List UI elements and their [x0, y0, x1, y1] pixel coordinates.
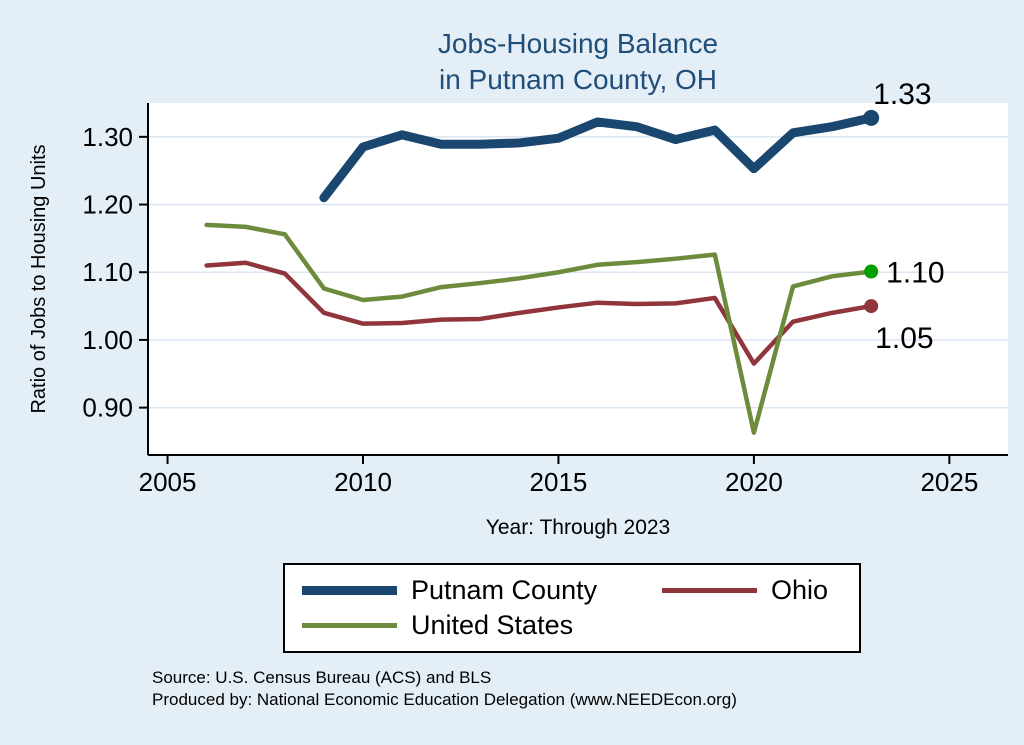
legend-label: United States — [411, 610, 574, 640]
end-label-putnam-county: 1.33 — [873, 78, 931, 111]
legend-item-ohio: Ohio — [662, 573, 859, 608]
series-line-ohio — [204, 260, 874, 366]
x-tick-label: 2010 — [334, 467, 392, 497]
chart-title: Jobs-Housing Balance in Putnam County, O… — [148, 26, 1008, 98]
x-tick-label: 2005 — [139, 467, 197, 497]
y-tick-label: 1.10 — [82, 257, 133, 287]
series-line-putnam-county — [319, 113, 876, 203]
y-tick-label: 1.00 — [82, 325, 133, 355]
end-label-ohio: 1.05 — [875, 322, 933, 355]
legend-swatch-putnam-county — [302, 586, 397, 595]
plot-area — [148, 103, 1008, 455]
series-line-united-states — [204, 222, 874, 435]
legend-item-putnam-county: Putnam County — [302, 573, 662, 608]
end-dot-putnam-county — [863, 109, 880, 126]
source-text: Source: U.S. Census Bureau (ACS) and BLS — [152, 668, 492, 687]
x-tick-label: 2015 — [530, 467, 588, 497]
x-tick-label: 2025 — [920, 467, 978, 497]
end-dot-ohio — [864, 299, 879, 314]
legend-swatch-ohio — [662, 588, 757, 593]
end-label-united-states: 1.10 — [886, 257, 944, 290]
chart-title-line1: Jobs-Housing Balance — [437, 28, 719, 59]
x-tick-label: 2020 — [725, 467, 783, 497]
y-tick-label: 1.20 — [82, 190, 133, 220]
chart-title-line2: in Putnam County, OH — [438, 64, 718, 95]
produced-text: Produced by: National Economic Education… — [152, 690, 737, 709]
y-tick-label: 0.90 — [82, 393, 133, 423]
footer: Source: U.S. Census Bureau (ACS) and BLS… — [152, 667, 737, 711]
y-axis-label: Ratio of Jobs to Housing Units — [28, 144, 50, 414]
legend-swatch-united-states — [302, 623, 397, 628]
legend-label: Ohio — [771, 575, 829, 605]
legend: Putnam County Ohio United States — [283, 563, 861, 653]
legend-label: Putnam County — [411, 575, 598, 605]
y-tick-label: 1.30 — [82, 122, 133, 152]
legend-item-united-states: United States — [302, 608, 662, 643]
line-chart: 0.90 1.00 1.10 1.20 1.30 2005 2010 2015 2020 2025… — [82, 78, 1008, 497]
x-axis-label: Year: Through 2023 — [485, 516, 671, 539]
end-dot-united-states — [864, 264, 879, 279]
